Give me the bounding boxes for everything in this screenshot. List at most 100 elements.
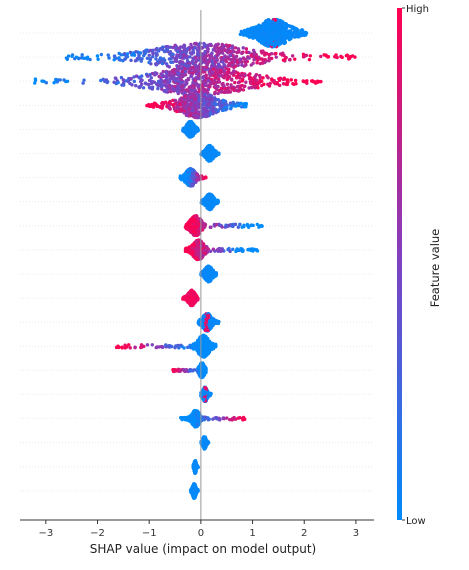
shap-point: [186, 168, 190, 172]
shap-point: [251, 36, 255, 40]
shap-point: [214, 151, 219, 155]
shap-point: [171, 87, 175, 91]
shap-point: [174, 48, 178, 52]
shap-point: [290, 54, 295, 58]
shap-point: [213, 84, 218, 88]
shap-point: [239, 101, 243, 105]
shap-point: [194, 107, 198, 112]
shap-point: [114, 76, 118, 81]
shap-point: [278, 76, 283, 81]
shap-point: [227, 223, 231, 228]
shap-point: [339, 54, 343, 59]
shap-point: [148, 57, 153, 61]
beeswarm-points: [33, 17, 357, 500]
shap-point: [165, 47, 170, 52]
shap-point: [112, 80, 116, 84]
shap-point: [231, 53, 235, 58]
shap-point: [171, 45, 175, 50]
shap-point: [277, 37, 281, 42]
shap-point: [193, 131, 197, 135]
shap-point: [282, 53, 286, 58]
shap-point: [184, 106, 188, 110]
shap-point: [259, 49, 264, 54]
shap-point: [285, 24, 289, 28]
shap-point: [171, 103, 175, 107]
shap-point: [167, 104, 171, 108]
shap-point: [119, 53, 123, 57]
shap-point: [191, 168, 195, 172]
shap-point: [262, 38, 266, 43]
shap-point: [201, 97, 206, 102]
shap-point: [164, 45, 168, 49]
shap-point: [159, 78, 163, 83]
shap-point: [208, 43, 212, 47]
shap-point: [229, 57, 234, 62]
shap-point: [155, 46, 159, 51]
shap-point: [230, 86, 234, 91]
shap-point: [205, 195, 210, 200]
shap-point: [169, 76, 173, 80]
shap-point: [226, 44, 231, 48]
shap-point: [265, 22, 269, 27]
shap-point: [154, 57, 158, 61]
shap-point: [189, 42, 193, 47]
shap-point: [192, 172, 196, 177]
shap-point: [318, 79, 322, 84]
shap-point: [107, 56, 111, 60]
shap-point: [178, 102, 182, 106]
shap-point: [252, 247, 256, 251]
shap-point: [220, 225, 224, 229]
shap-point: [116, 80, 120, 85]
shap-point: [188, 51, 193, 55]
shap-point: [153, 71, 157, 75]
shap-point: [206, 109, 210, 113]
shap-point: [243, 60, 248, 65]
shap-point: [270, 77, 274, 81]
shap-point: [204, 176, 208, 180]
shap-point: [219, 86, 224, 90]
shap-point: [219, 47, 223, 52]
shap-point: [151, 54, 155, 59]
shap-point: [235, 50, 239, 55]
shap-point: [238, 32, 243, 37]
shap-point: [211, 196, 215, 200]
shap-point: [140, 74, 144, 78]
shap-point: [324, 54, 328, 58]
shap-point: [174, 55, 179, 59]
shap-point: [271, 33, 275, 38]
shap-point: [210, 51, 214, 55]
shap-point: [156, 49, 161, 53]
shap-point: [259, 57, 263, 61]
shap-point: [237, 103, 241, 108]
shap-point: [252, 84, 256, 88]
shap-point: [180, 176, 184, 180]
shap-point: [273, 81, 277, 86]
shap-point: [228, 49, 232, 54]
shap-point: [191, 109, 195, 113]
shap-point: [147, 53, 151, 57]
shap-point: [244, 47, 249, 51]
shap-point: [185, 55, 189, 60]
shap-point: [225, 48, 230, 53]
shap-point: [214, 80, 219, 85]
shap-point: [260, 26, 264, 30]
shap-point: [261, 60, 265, 64]
shap-point: [162, 79, 166, 84]
shap-point: [214, 222, 219, 227]
shap-point: [203, 251, 207, 255]
shap-point: [99, 52, 104, 57]
shap-point: [193, 225, 198, 229]
shap-point: [207, 155, 211, 159]
shap-point: [229, 106, 233, 110]
shap-point: [207, 143, 211, 148]
shap-point: [299, 28, 304, 33]
shap-point: [220, 60, 225, 64]
shap-point: [212, 92, 217, 96]
shap-point: [44, 81, 49, 85]
shap-point: [193, 46, 197, 50]
shap-point: [206, 247, 210, 251]
shap-point: [207, 266, 212, 270]
shap-point: [137, 85, 141, 89]
shap-point: [191, 94, 195, 99]
